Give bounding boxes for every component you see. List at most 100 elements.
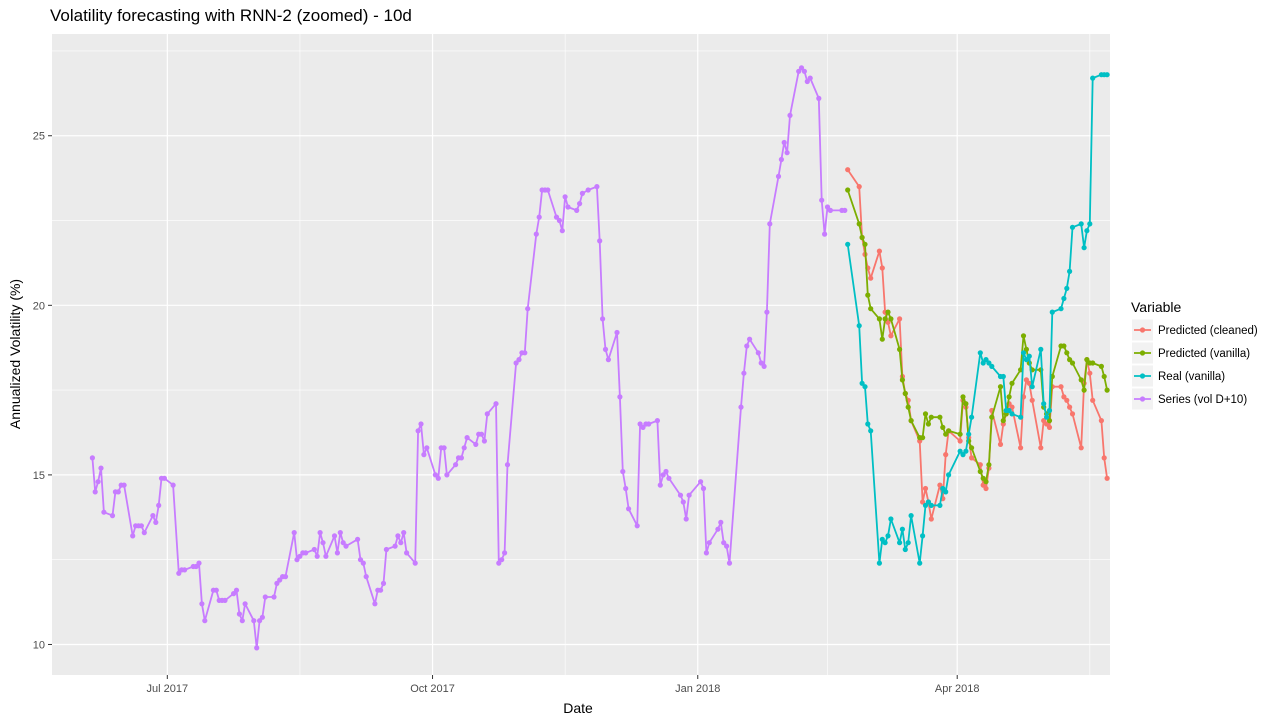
data-point [1067, 268, 1073, 274]
data-point [1087, 370, 1093, 376]
data-point [1067, 404, 1073, 410]
data-point [940, 424, 946, 430]
data-point [170, 482, 176, 488]
data-point [1029, 397, 1035, 403]
data-point [1006, 407, 1012, 414]
data-point [1018, 445, 1024, 451]
data-point [1078, 377, 1084, 383]
series-predicted-vanilla [845, 187, 1110, 485]
data-point [380, 580, 387, 587]
data-point [897, 316, 903, 322]
x-axis-title: Date [563, 700, 593, 716]
data-point [1069, 360, 1076, 366]
data-point [92, 489, 98, 495]
x-tick-label: Jan 2018 [675, 683, 720, 695]
data-point [623, 485, 629, 492]
data-point [775, 173, 782, 179]
data-point [640, 424, 646, 430]
data-point [150, 513, 156, 519]
data-point [885, 533, 891, 539]
data-point [758, 360, 764, 366]
data-point [182, 567, 188, 573]
data-point [1058, 384, 1064, 390]
data-point [496, 560, 502, 566]
data-point [121, 482, 127, 488]
data-point [744, 343, 750, 349]
data-point [1101, 455, 1107, 461]
data-point [1009, 411, 1015, 417]
data-point [882, 316, 888, 322]
data-point [516, 357, 522, 363]
data-point [161, 475, 167, 481]
data-point [977, 468, 983, 475]
data-point [89, 455, 95, 461]
data-point [1049, 309, 1055, 315]
data-point [461, 445, 467, 451]
data-point [983, 479, 989, 485]
data-point [922, 485, 929, 492]
data-point [401, 530, 407, 536]
legend-item-predicted-vanilla: Predicted (vanilla) [1132, 342, 1250, 364]
data-point [620, 468, 626, 475]
data-point [1064, 350, 1070, 356]
data-point [946, 472, 952, 478]
data-point [1026, 353, 1032, 359]
data-point [876, 248, 883, 254]
data-point [937, 414, 943, 420]
data-point [865, 421, 871, 427]
y-tick-label: 25 [33, 131, 45, 143]
data-point [1061, 394, 1067, 400]
data-point [862, 241, 868, 247]
data-point [421, 452, 427, 458]
data-point [317, 530, 323, 536]
data-point [966, 431, 972, 437]
data-point [920, 435, 926, 441]
data-point [755, 350, 761, 356]
data-point [141, 530, 147, 536]
data-point [525, 306, 531, 312]
data-point [879, 265, 885, 271]
data-point [458, 455, 464, 461]
data-point [130, 533, 136, 539]
data-point [1041, 401, 1047, 407]
data-point [156, 502, 162, 508]
data-point [1058, 306, 1064, 312]
data-point [897, 540, 903, 546]
data-point [1081, 245, 1087, 251]
data-point [977, 350, 983, 356]
data-point [553, 214, 560, 220]
data-point [925, 499, 932, 505]
data-point [314, 553, 320, 559]
data-point [888, 516, 894, 522]
data-point [202, 618, 208, 624]
data-point [176, 570, 182, 576]
data-point [383, 546, 389, 553]
data-point [372, 601, 378, 607]
data-point [196, 560, 202, 566]
data-point [798, 65, 805, 71]
data-point [415, 428, 421, 434]
data-point [816, 95, 822, 101]
data-point [761, 363, 767, 369]
data-point [311, 546, 317, 553]
data-point [741, 370, 747, 376]
data-point [801, 68, 808, 74]
data-point [222, 597, 228, 604]
data-point [605, 357, 612, 363]
data-point [957, 438, 963, 444]
data-point [1046, 418, 1053, 424]
data-point [983, 357, 989, 363]
data-point [1000, 373, 1006, 380]
data-point [1101, 373, 1107, 380]
data-point [109, 513, 116, 519]
data-point [115, 489, 121, 495]
major-gridlines [52, 34, 1110, 675]
data-point [885, 319, 891, 325]
series-series-vol-d-10 [89, 65, 848, 651]
data-point [1078, 445, 1084, 451]
data-point [969, 414, 975, 420]
data-point [453, 462, 459, 468]
x-tick-label: Jul 2017 [147, 683, 189, 695]
plot-panel [52, 34, 1110, 675]
data-point [908, 513, 914, 519]
